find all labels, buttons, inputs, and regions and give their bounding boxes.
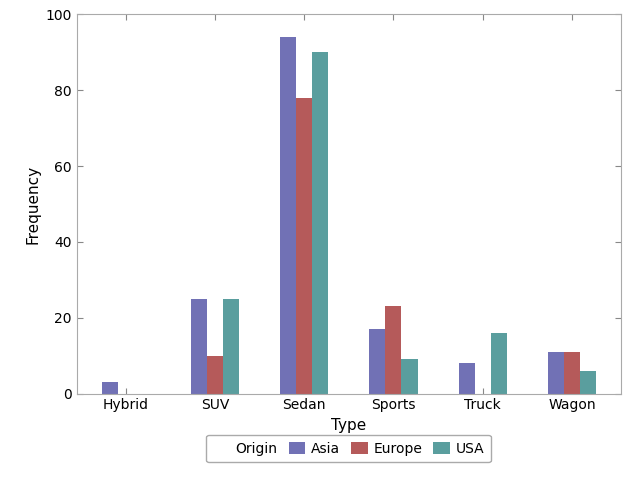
Bar: [191, 299, 207, 394]
Bar: [548, 352, 564, 394]
Legend: Origin, Asia, Europe, USA: Origin, Asia, Europe, USA: [207, 434, 491, 463]
Bar: [280, 37, 296, 394]
X-axis label: Type: Type: [331, 418, 367, 433]
Bar: [491, 333, 507, 394]
Bar: [312, 52, 328, 394]
Bar: [401, 360, 417, 394]
Bar: [459, 363, 475, 394]
Bar: [385, 306, 401, 394]
Bar: [369, 329, 385, 394]
Bar: [296, 98, 312, 394]
Bar: [564, 352, 580, 394]
Bar: [580, 371, 596, 394]
Bar: [207, 356, 223, 394]
Bar: [223, 299, 239, 394]
Bar: [102, 382, 118, 394]
Y-axis label: Frequency: Frequency: [25, 165, 40, 243]
